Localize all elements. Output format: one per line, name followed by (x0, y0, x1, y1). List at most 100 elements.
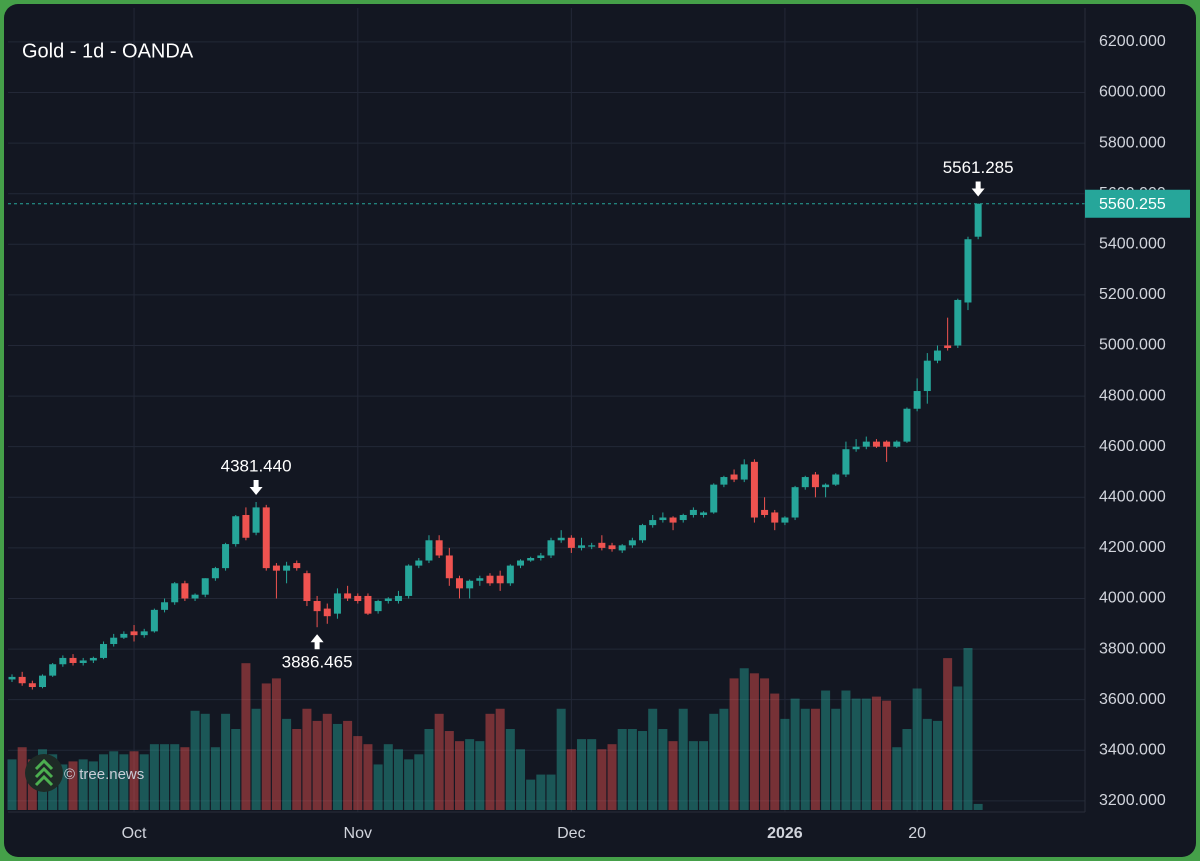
watermark-icon (34, 758, 54, 787)
candle-body (89, 657, 97, 661)
candle-body (293, 563, 301, 569)
candle-body (527, 557, 535, 561)
volume-bar (241, 663, 251, 810)
volume-bar (434, 713, 444, 810)
candle-body (730, 474, 738, 480)
volume-bar (688, 741, 698, 810)
volume-bar (190, 710, 200, 810)
volume-bar (221, 713, 231, 810)
volume-bar (892, 747, 902, 810)
volume-bar (597, 749, 607, 810)
volume-bar (821, 690, 831, 810)
candle-body (455, 578, 463, 589)
x-tick-label: 20 (908, 825, 926, 842)
candle-body (618, 545, 626, 551)
volume-bar (932, 720, 942, 810)
candle-body (49, 664, 57, 676)
volume-bar (587, 739, 597, 810)
candle-body (303, 573, 311, 602)
candle-body (659, 517, 667, 521)
volume-bar (861, 698, 871, 810)
candle-body (506, 565, 514, 584)
annotation-arrow (971, 181, 985, 197)
candle-body (374, 601, 382, 612)
y-tick-label: 4600.000 (1099, 438, 1166, 455)
candle-body (272, 565, 280, 571)
x-tick-label: Nov (344, 825, 372, 842)
y-tick-label: 5000.000 (1099, 337, 1166, 354)
candle-body (110, 637, 118, 645)
volume-bar (882, 700, 892, 810)
volume-bar (119, 754, 129, 810)
candle-body (140, 631, 148, 636)
candle-body (750, 461, 758, 518)
y-tick-label: 4200.000 (1099, 539, 1166, 556)
x-tick-label: Oct (122, 825, 147, 842)
volume-bar (617, 729, 627, 810)
volume-bar (526, 779, 536, 810)
volume-bar (638, 731, 648, 810)
candle-body (801, 477, 809, 488)
volume-bar (292, 729, 302, 810)
volume-bar (841, 690, 851, 810)
candle-body (628, 540, 636, 546)
volume-bar (261, 683, 271, 810)
volume-bar (871, 696, 881, 810)
candle-body (761, 509, 769, 515)
volume-bar (312, 720, 322, 810)
candle-body (791, 487, 799, 518)
volume-bar (444, 731, 454, 810)
candle-body (689, 509, 697, 515)
y-tick-label: 5400.000 (1099, 236, 1166, 253)
volume-bar (658, 729, 668, 810)
annotation-label: 4381.440 (221, 456, 292, 475)
candle-body (832, 474, 840, 485)
volume-bar (739, 668, 749, 810)
candle-body (344, 593, 352, 599)
candle-body (903, 408, 911, 442)
candle-body (161, 602, 169, 610)
volume-bar (556, 708, 566, 810)
volume-bar (577, 739, 587, 810)
volume-bar (149, 744, 159, 810)
volume-bar (170, 744, 180, 810)
candle-body (333, 593, 341, 614)
candle-body (130, 631, 138, 636)
grid (8, 8, 1085, 812)
candle-body (39, 675, 47, 688)
candle-body (8, 676, 16, 680)
volume-bar (648, 708, 658, 810)
candle-body (242, 514, 250, 538)
volume-bar (231, 729, 241, 810)
volume-bar (78, 759, 88, 810)
volume-bar (973, 803, 983, 810)
volume-bar (424, 729, 434, 810)
volume-bar (282, 718, 292, 810)
volume-bar (810, 708, 820, 810)
candle-body (486, 575, 494, 584)
candle-body (405, 565, 413, 596)
volume-bar (729, 678, 739, 810)
volume-bar (546, 774, 556, 810)
candle-body (700, 512, 708, 515)
candle-body (384, 598, 392, 602)
candle-body (181, 583, 189, 599)
annotation-arrow (249, 479, 263, 495)
candle-body (710, 484, 718, 513)
candle-body (669, 517, 677, 523)
volume-bar (200, 713, 210, 810)
volume-bar (302, 708, 312, 810)
candle-body (496, 575, 504, 584)
volume-bar (160, 744, 170, 810)
volume-bar (536, 774, 546, 810)
y-tick-label: 4800.000 (1099, 387, 1166, 404)
annotation-label: 3886.465 (282, 653, 353, 672)
candle-body (201, 578, 209, 595)
candle-body (354, 595, 362, 602)
volume-bar (760, 678, 770, 810)
candle-body (79, 660, 87, 663)
candle-body (222, 544, 230, 569)
candle-body (852, 446, 860, 450)
volume-bar (404, 759, 414, 810)
